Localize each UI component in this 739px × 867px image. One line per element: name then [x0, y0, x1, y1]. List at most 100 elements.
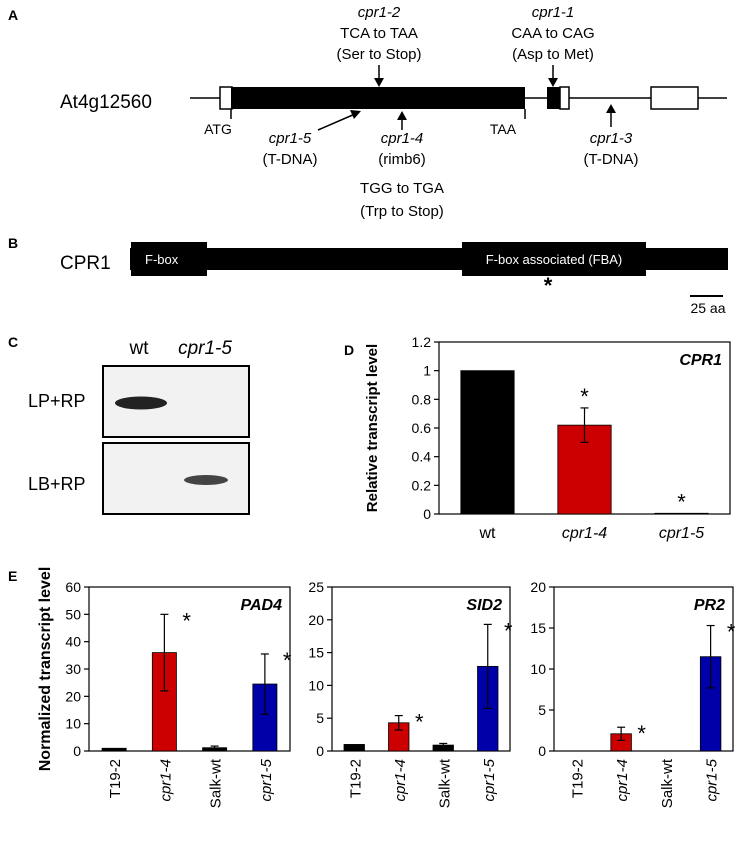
category-label: Salk-wt — [208, 758, 225, 808]
chart-pr2: 0 5 10 15 20 PR2 T19-2 * cpr1-4 Salk-wt * cpr1-5 — [530, 579, 735, 808]
significance-star: * — [727, 620, 736, 645]
gel-band-wt — [115, 396, 167, 410]
gel-lane-wt: wt — [129, 338, 150, 359]
category-label: T19-2 — [107, 759, 124, 798]
category-label: cpr1-5 — [659, 525, 704, 542]
protein-name: CPR1 — [60, 253, 111, 274]
chart-cpr1-transcript: 0 0.2 0.4 0.6 0.8 1 1.2 CPR1 wt * cpr1-4 * cpr1-5 Rel… — [364, 334, 731, 542]
gel-row-lb-rp: LB+RP — [28, 474, 86, 494]
y-axis-label: Normalized transcript level — [37, 567, 54, 772]
panel-label-d: D — [344, 342, 354, 358]
y-tick-label: 40 — [65, 634, 81, 650]
y-tick-label: 20 — [530, 579, 546, 595]
panel-c: C wt cpr1-5 LP+RP LB+RP — [8, 334, 250, 515]
panel-a: A At4g12560 ATG TAA cpr1-2 TCA to TAA (S… — [8, 4, 727, 220]
y-tick-label: 10 — [308, 677, 324, 693]
chart-title-cpr1: CPR1 — [679, 352, 722, 369]
gel-panel-2 — [102, 442, 250, 515]
mutation-cpr1-4-name: cpr1-4 — [381, 130, 424, 147]
y-tick-label: 0.6 — [412, 420, 432, 436]
significance-star: * — [283, 648, 292, 673]
category-label: Salk-wt — [436, 758, 453, 808]
gel-row-lp-rp: LP+RP — [28, 391, 86, 411]
y-tick-label: 30 — [65, 661, 81, 677]
arrowhead-cpr1-3 — [606, 104, 616, 113]
mutation-cpr1-2-name: cpr1-2 — [358, 4, 401, 21]
panel-label-c: C — [8, 334, 18, 350]
exon-1 — [231, 87, 525, 109]
y-tick-label: 20 — [308, 612, 324, 628]
y-tick-label: 0 — [538, 743, 546, 759]
bar — [101, 747, 127, 752]
y-tick-label: 0 — [316, 743, 324, 759]
category-label: cpr1-4 — [157, 759, 174, 802]
chart-title-pad4: PAD4 — [241, 597, 283, 614]
mutation-cpr1-1-line2: (Asp to Met) — [512, 46, 594, 63]
y-tick-label: 15 — [530, 620, 546, 636]
y-tick-label: 15 — [308, 645, 324, 661]
category-label: cpr1-4 — [614, 759, 631, 802]
fba-mutation-star: * — [544, 273, 553, 298]
y-tick-label: 5 — [538, 702, 546, 718]
category-label: cpr1-5 — [704, 758, 721, 801]
category-label: cpr1-5 — [258, 758, 275, 801]
utr-3a — [559, 86, 570, 110]
y-axis-label: Relative transcript level — [364, 344, 381, 512]
y-tick-label: 0.2 — [412, 477, 432, 493]
utr-5 — [219, 86, 233, 110]
panel-label-b: B — [8, 235, 18, 251]
y-tick-label: 25 — [308, 579, 324, 595]
start-codon-label: ATG — [204, 121, 232, 137]
gel-band-cpr1-5 — [184, 475, 228, 485]
mutation-cpr1-5-name: cpr1-5 — [269, 130, 312, 147]
y-tick-label: 20 — [65, 688, 81, 704]
chart-title-pr2: PR2 — [694, 597, 725, 614]
mutation-cpr1-2-line1: TCA to TAA — [340, 25, 418, 42]
category-label: T19-2 — [347, 759, 364, 798]
bar — [654, 512, 709, 515]
chart-title-sid2: SID2 — [466, 597, 502, 614]
gene-name: At4g12560 — [60, 92, 152, 113]
arrowhead-cpr1-1 — [548, 78, 558, 87]
category-label: cpr1-5 — [481, 758, 498, 801]
y-tick-label: 50 — [65, 606, 81, 622]
chart-pad4: 0 10 20 30 40 50 60 PAD4 T19-2 * cpr1-4 Salk-wt * cpr… — [37, 567, 292, 808]
plot-frame — [331, 586, 511, 752]
category-label: wt — [479, 525, 497, 542]
significance-star: * — [415, 710, 424, 735]
bar — [460, 370, 515, 515]
mutation-cpr1-4-line3: (Trp to Stop) — [360, 203, 444, 220]
mutation-cpr1-3-line1: (T-DNA) — [584, 151, 639, 168]
y-tick-label: 0.8 — [412, 391, 432, 407]
arrowhead-cpr1-4 — [397, 111, 407, 120]
fba-domain — [462, 242, 646, 276]
y-tick-label: 1.2 — [412, 334, 432, 350]
arrow-cpr1-5 — [317, 113, 356, 131]
bar — [343, 744, 365, 752]
mutation-cpr1-1-name: cpr1-1 — [532, 4, 575, 21]
exon-2 — [547, 87, 560, 109]
significance-star: * — [637, 721, 646, 746]
mutation-cpr1-3-name: cpr1-3 — [590, 130, 633, 147]
utr-3b — [650, 86, 699, 110]
significance-star: * — [182, 608, 191, 633]
category-label: Salk-wt — [659, 758, 676, 808]
panel-label-e: E — [8, 568, 17, 584]
y-tick-label: 10 — [530, 661, 546, 677]
fbox-domain — [131, 242, 207, 276]
fba-label: F-box associated (FBA) — [486, 252, 623, 267]
category-label: T19-2 — [569, 759, 586, 798]
significance-star: * — [580, 384, 589, 409]
y-tick-label: 5 — [316, 710, 324, 726]
y-tick-label: 1 — [423, 363, 431, 379]
arrowhead-cpr1-2 — [374, 78, 384, 87]
mutation-cpr1-2-line2: (Ser to Stop) — [336, 46, 421, 63]
panel-label-a: A — [8, 7, 18, 23]
y-tick-label: 60 — [65, 579, 81, 595]
arrowhead-cpr1-5 — [350, 110, 361, 119]
scale-label: 25 aa — [690, 300, 725, 316]
fbox-label: F-box — [145, 252, 179, 267]
mutation-cpr1-4-line2: TGG to TGA — [360, 180, 444, 197]
mutation-cpr1-1-line1: CAA to CAG — [511, 25, 594, 42]
